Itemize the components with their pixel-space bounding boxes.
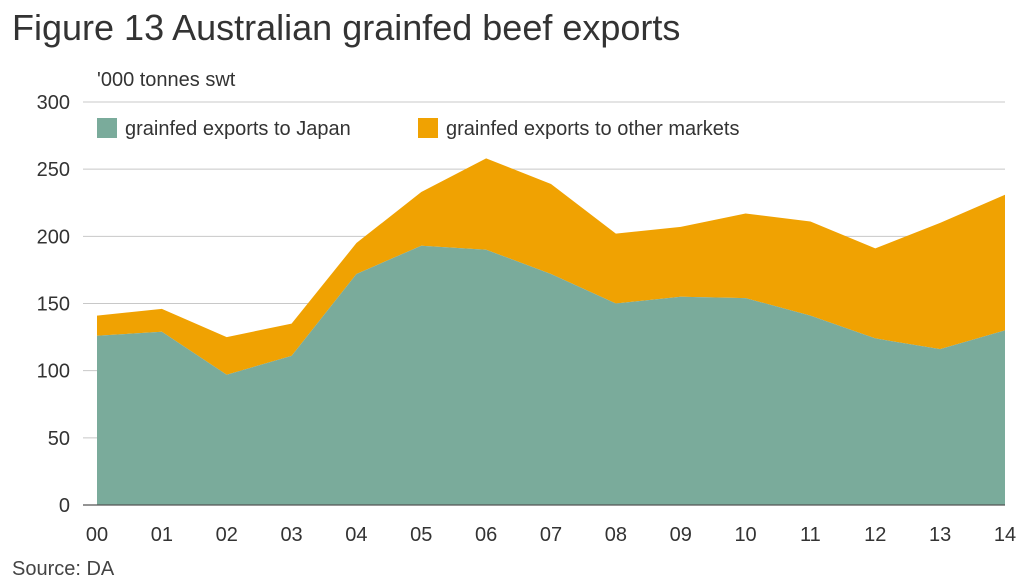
y-axis-unit-label: '000 tonnes swt [97,69,236,91]
x-tick-label: 13 [929,524,951,546]
x-tick-label: 12 [864,524,886,546]
x-tick-label: 10 [734,524,756,546]
legend-swatch-other-markets [418,118,438,138]
x-tick-label: 00 [86,524,108,546]
x-tick-label: 01 [151,524,173,546]
x-tick-label: 05 [410,524,432,546]
x-tick-label: 06 [475,524,497,546]
x-tick-label: 04 [345,524,367,546]
x-tick-label: 11 [800,524,821,546]
stacked-areas [97,158,1005,505]
axes: 0 50 100 150 200 250 300 00 01 02 03 04 05 06 07 08 09 10… [37,69,1017,546]
x-tick-label: 08 [605,524,627,546]
x-tick-label: 09 [670,524,692,546]
chart-title: Figure 13 Australian grainfed beef expor… [12,7,681,48]
series-area-other-markets [97,158,1005,375]
y-tick-label: 100 [37,361,70,383]
y-tick-label: 50 [48,428,70,450]
y-tick-label: 250 [37,159,70,181]
x-tick-label: 02 [216,524,238,546]
x-tick-label: 03 [280,524,302,546]
x-tick-label: 14 [994,524,1016,546]
y-tick-label: 200 [37,226,70,248]
y-tick-label: 150 [37,294,70,316]
y-tick-label: 0 [59,495,70,517]
legend-label-other-markets: grainfed exports to other markets [446,118,739,140]
x-tick-label: 07 [540,524,562,546]
source-note: Source: DA [12,558,115,580]
legend-swatch-japan [97,118,117,138]
legend: grainfed exports to Japan grainfed export… [97,118,739,140]
legend-label-japan: grainfed exports to Japan [125,118,351,140]
series-area-japan [97,245,1005,505]
y-tick-label: 300 [37,92,70,114]
